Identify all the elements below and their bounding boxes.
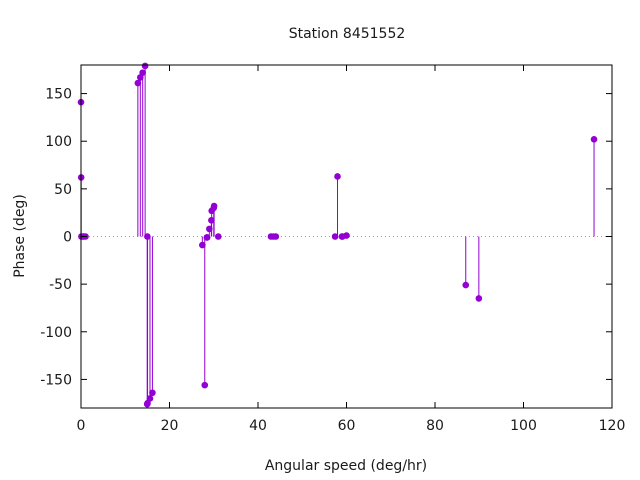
data-point <box>201 381 209 389</box>
y-tick-label: -100 <box>40 325 72 341</box>
data-point <box>462 281 470 289</box>
data-point <box>272 233 280 240</box>
data-point <box>141 62 149 70</box>
x-tick-label: 20 <box>161 418 179 434</box>
data-point <box>214 233 222 240</box>
data-point <box>144 233 151 240</box>
data-point <box>139 69 146 76</box>
data-point <box>475 295 483 302</box>
x-tick-label: 0 <box>77 418 86 434</box>
x-axis-title: Angular speed (deg/hr) <box>265 458 427 474</box>
y-tick-label: -50 <box>49 277 72 293</box>
data-point <box>331 233 339 240</box>
data-point <box>149 389 156 397</box>
x-tick-label: 40 <box>249 418 267 434</box>
data-point <box>590 136 598 143</box>
data-point <box>208 217 215 224</box>
chart-title: Station 8451552 <box>289 26 406 42</box>
data-point <box>334 173 341 180</box>
y-tick-label: 0 <box>63 230 72 246</box>
data-point <box>199 241 206 249</box>
y-tick-label: 50 <box>54 182 72 198</box>
data-point <box>146 395 154 402</box>
data-points <box>77 62 598 408</box>
data-point <box>203 234 211 241</box>
x-tick-label: 120 <box>599 418 626 434</box>
x-tick-label: 60 <box>338 418 356 434</box>
data-point <box>134 79 142 87</box>
y-tick-label: -150 <box>40 372 72 388</box>
y-tick-label: 150 <box>45 87 72 103</box>
x-tick-label: 100 <box>510 418 537 434</box>
data-point <box>343 232 350 239</box>
data-point <box>206 225 213 233</box>
x-axis: 0 20 40 60 80 100 120 <box>77 65 626 434</box>
y-tick-label: 100 <box>45 134 72 150</box>
x-tick-label: 80 <box>426 418 444 434</box>
data-point <box>210 202 218 210</box>
y-axis-title: Phase (deg) <box>12 194 28 278</box>
y-axis: -150 -100 -50 0 50 100 150 <box>40 87 612 388</box>
